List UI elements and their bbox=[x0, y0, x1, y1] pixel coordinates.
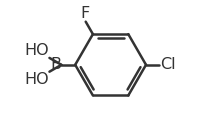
Text: HO: HO bbox=[24, 72, 49, 87]
Text: F: F bbox=[80, 6, 90, 21]
Text: HO: HO bbox=[24, 42, 49, 57]
Text: B: B bbox=[50, 57, 61, 72]
Text: Cl: Cl bbox=[160, 57, 175, 72]
